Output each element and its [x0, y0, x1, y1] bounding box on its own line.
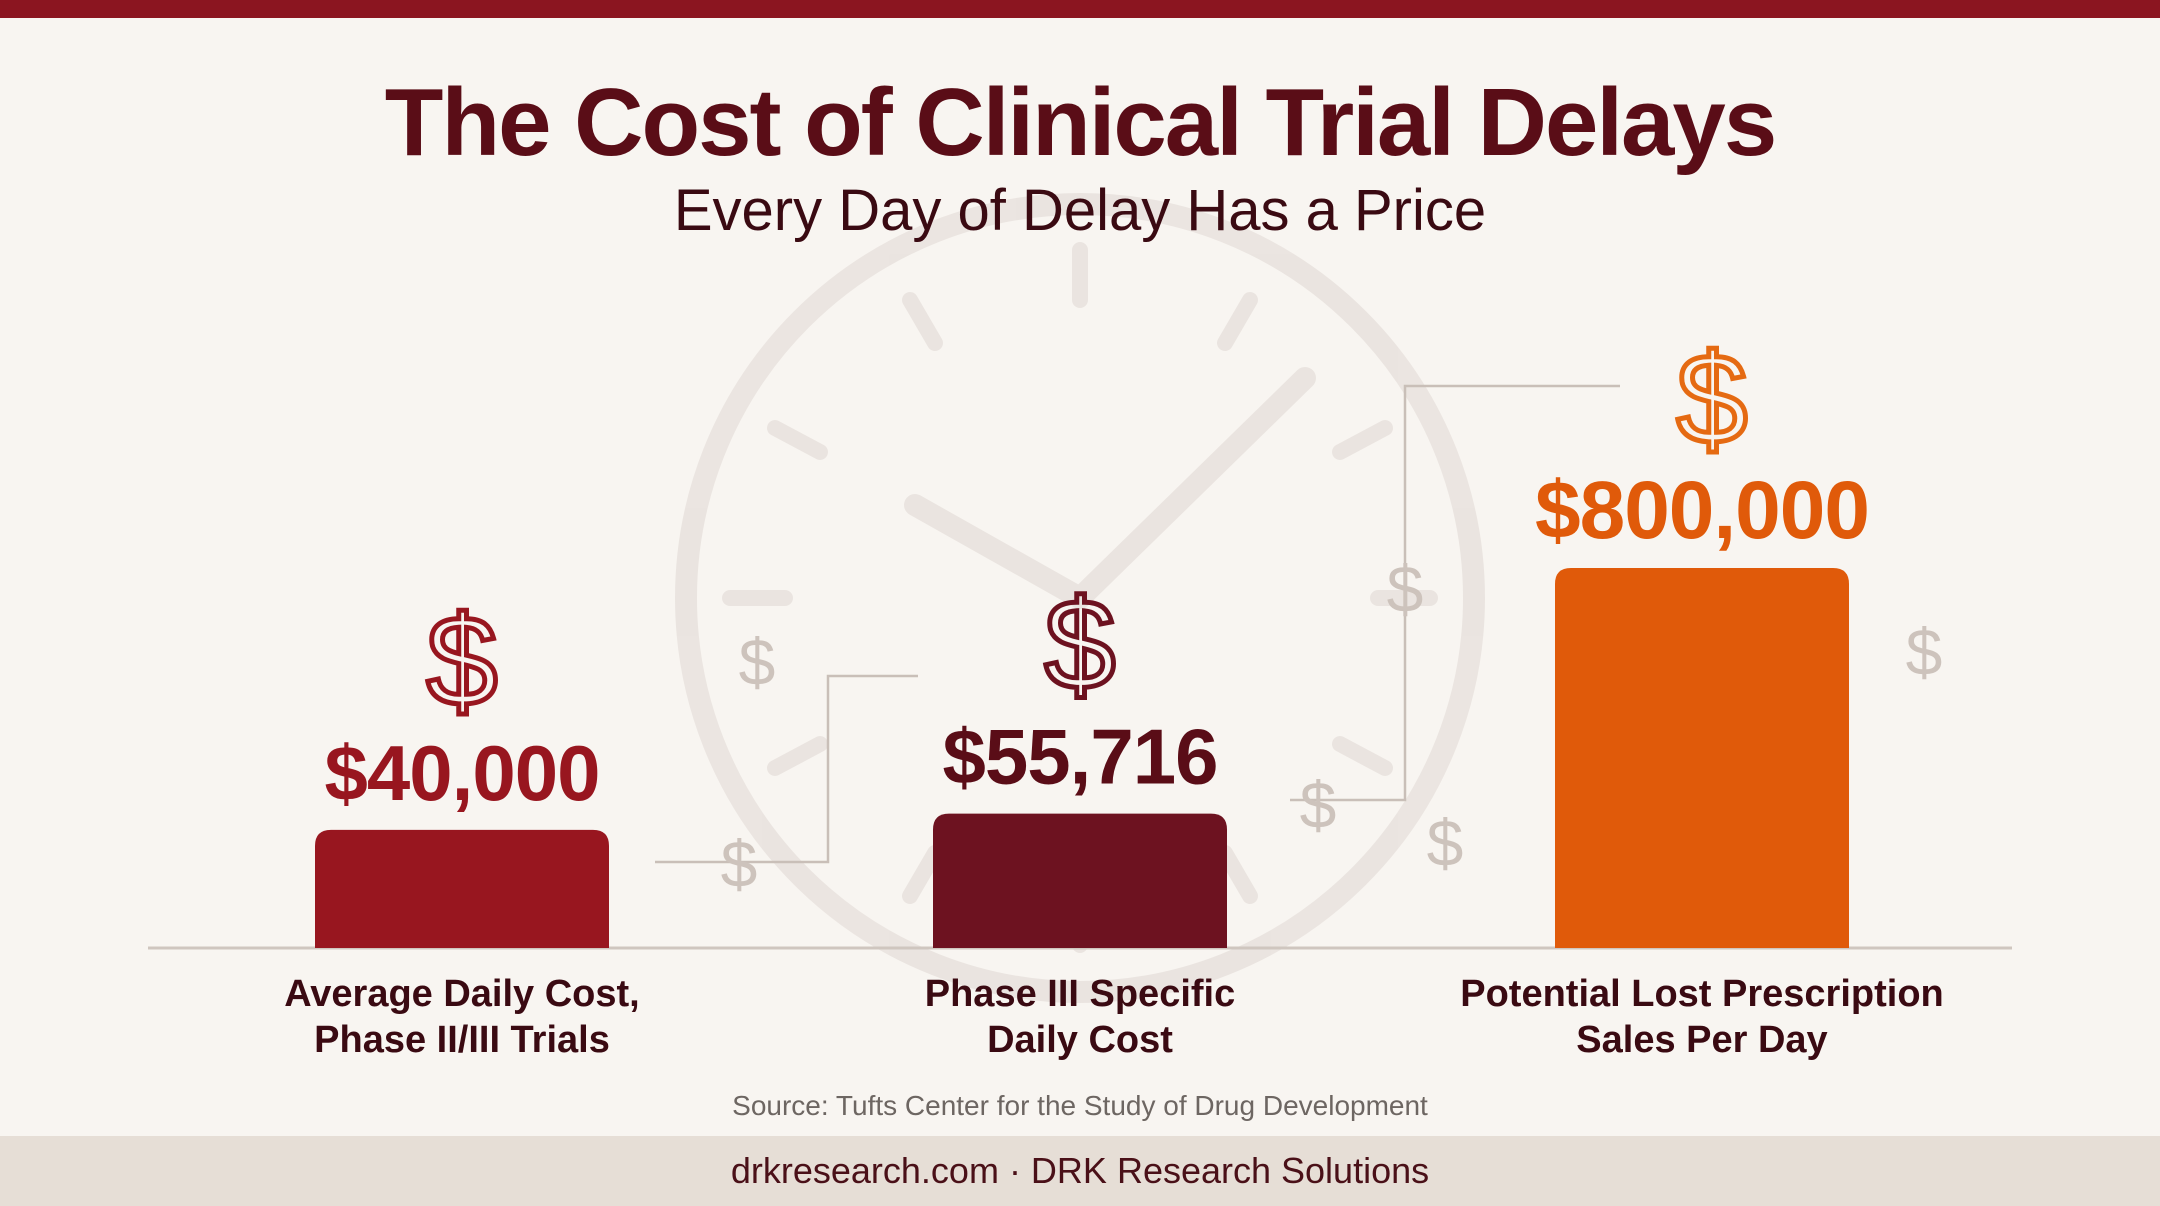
dollar-icon: $ [426, 590, 497, 733]
top-accent-bar [0, 0, 2160, 18]
dollar-icon: $ [1300, 768, 1337, 842]
category-label: Average Daily Cost, [284, 973, 640, 1015]
dollar-icon: $ [739, 625, 776, 699]
source-note: Source: Tufts Center for the Study of Dr… [732, 1090, 1428, 1121]
value-label: $40,000 [325, 729, 600, 817]
dollar-icon: $ [1676, 328, 1747, 471]
category-label: Potential Lost Prescription [1460, 973, 1944, 1015]
bars-group: $40,000$Average Daily Cost,Phase II/III … [284, 326, 1944, 1062]
clock-watermark [675, 193, 1485, 1003]
dollar-icon: $ [1387, 552, 1424, 626]
decorative-dollar-icons: $ $ $ $ $ $ [721, 552, 1943, 901]
dollar-icon: $ [1427, 806, 1464, 880]
dollar-icon: $ [1044, 574, 1115, 717]
value-label: $800,000 [1535, 465, 1869, 556]
chart-subtitle: Every Day of Delay Has a Price [673, 178, 1487, 243]
chart-title: The Cost of Clinical Trial Delays [384, 69, 1777, 176]
value-label: $55,716 [943, 713, 1218, 801]
bar [1555, 568, 1849, 948]
footer-text[interactable]: drkresearch.com · DRK Research Solutions [730, 1150, 1430, 1191]
footer: drkresearch.com · DRK Research Solutions [0, 1136, 2160, 1206]
bar [933, 813, 1227, 948]
category-label: Sales Per Day [1576, 1019, 1827, 1061]
category-label: Phase II/III Trials [314, 1019, 610, 1061]
connector-lines [655, 384, 1620, 864]
dollar-icon: $ [1906, 615, 1943, 689]
category-label: Phase III Specific [925, 973, 1235, 1015]
category-label: Daily Cost [987, 1019, 1173, 1061]
dollar-icon: $ [721, 827, 758, 901]
bar [315, 829, 609, 948]
